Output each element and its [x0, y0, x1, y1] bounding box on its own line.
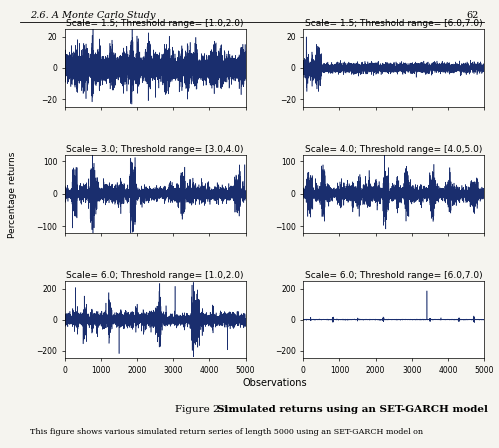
- Text: Figure 2.1:: Figure 2.1:: [175, 405, 236, 414]
- Title: Scale= 6.0; Threshold range= [6.0,7.0): Scale= 6.0; Threshold range= [6.0,7.0): [305, 271, 483, 280]
- Title: Scale= 6.0; Threshold range= [1.0,2.0): Scale= 6.0; Threshold range= [1.0,2.0): [66, 271, 244, 280]
- Text: 2.6. A Monte Carlo Study: 2.6. A Monte Carlo Study: [30, 11, 156, 20]
- Title: Scale= 1.5; Threshold range= [6.0,7.0): Scale= 1.5; Threshold range= [6.0,7.0): [305, 19, 483, 28]
- Title: Scale= 4.0; Threshold range= [4.0,5.0): Scale= 4.0; Threshold range= [4.0,5.0): [305, 145, 483, 154]
- Text: 62: 62: [467, 11, 479, 20]
- Title: Scale= 1.5; Threshold range= [1.0,2.0): Scale= 1.5; Threshold range= [1.0,2.0): [66, 19, 244, 28]
- Text: Percentage returns: Percentage returns: [8, 152, 17, 238]
- Title: Scale= 3.0; Threshold range= [3.0,4.0): Scale= 3.0; Threshold range= [3.0,4.0): [66, 145, 244, 154]
- Text: Observations: Observations: [242, 378, 307, 388]
- Text: Simulated returns using an SET-GARCH model: Simulated returns using an SET-GARCH mod…: [217, 405, 488, 414]
- Text: This figure shows various simulated return series of length 5000 using an SET-GA: This figure shows various simulated retu…: [30, 428, 423, 436]
